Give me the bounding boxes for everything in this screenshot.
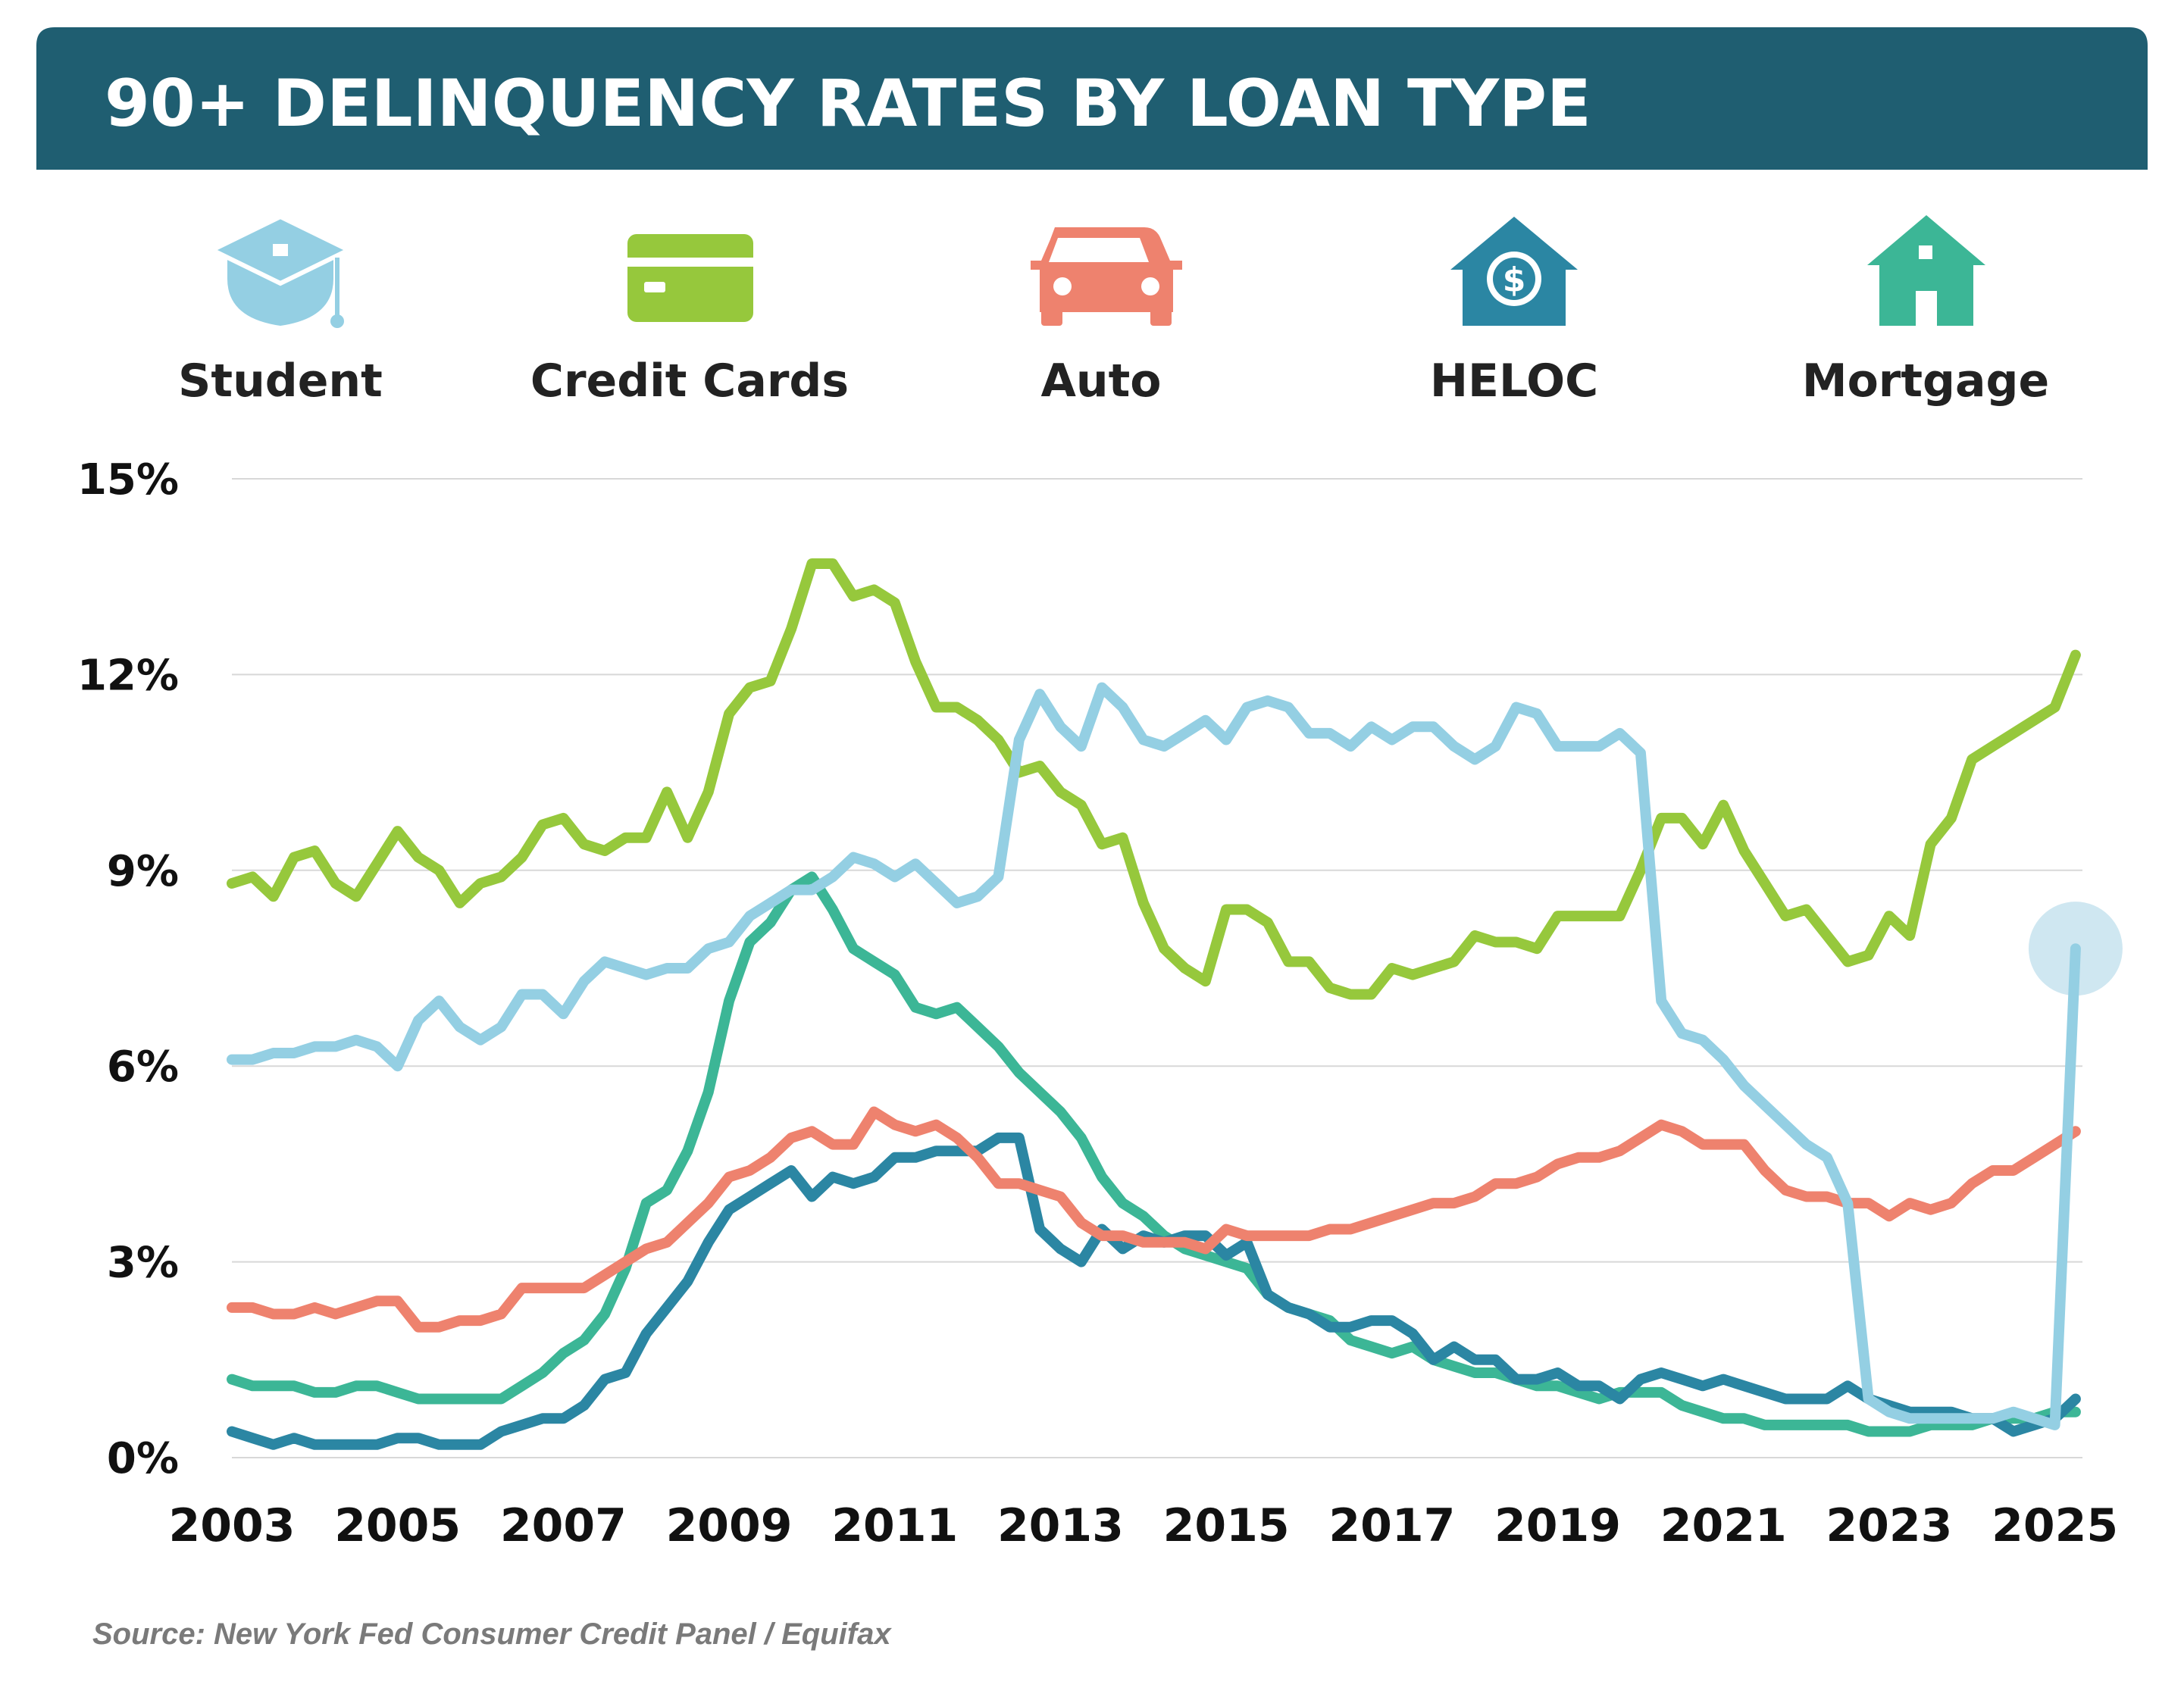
x-tick-label: 2003: [169, 1499, 296, 1552]
y-tick-label: 15%: [77, 455, 179, 505]
x-tick-label: 2005: [334, 1499, 461, 1552]
header-banner: 90+ DELINQUENCY RATES BY LOAN TYPE: [36, 27, 2148, 170]
legend-item-mortgage: Mortgage: [1802, 215, 2049, 408]
x-axis: 2003 2005 2007 2009 2011 2013 2015 2017 2019 2021…: [169, 1499, 2119, 1552]
y-tick-label: 0%: [107, 1434, 179, 1483]
series-line-credit-cards: [227, 558, 2081, 1000]
y-axis: 0% 3% 6% 9% 12% 15%: [77, 455, 179, 1483]
legend-label-mortgage: Mortgage: [1802, 355, 2049, 408]
credit-card-icon: [627, 234, 753, 322]
legend-item-student: Student: [178, 214, 383, 408]
x-tick-label: 2025: [1992, 1499, 2118, 1552]
series-lines: [227, 558, 2081, 1450]
x-tick-label: 2007: [500, 1499, 627, 1552]
legend-item-heloc: $ HELOC: [1430, 217, 1598, 408]
y-tick-label: 3%: [107, 1239, 179, 1288]
x-tick-label: 2009: [666, 1499, 793, 1552]
legend-label-credit-cards: Credit Cards: [530, 355, 849, 408]
y-tick-label: 6%: [107, 1042, 179, 1092]
y-tick-label: 9%: [107, 847, 179, 896]
legend-label-student: Student: [178, 355, 383, 408]
svg-text:$: $: [1503, 261, 1526, 299]
x-tick-label: 2021: [1660, 1499, 1787, 1552]
series-line-student: [227, 682, 2081, 1430]
legend-label-auto: Auto: [1040, 355, 1161, 408]
legend-item-auto: Auto: [1031, 227, 1182, 408]
y-tick-label: 12%: [77, 651, 179, 700]
graduation-cap-icon: [207, 214, 354, 328]
legend: Student Credit Cards Auto: [178, 214, 2049, 408]
x-tick-label: 2023: [1826, 1499, 1952, 1552]
x-tick-label: 2019: [1494, 1499, 1621, 1552]
series-line-mortgage: [227, 871, 2081, 1437]
source-note: Source: New York Fed Consumer Credit Pan…: [92, 1617, 892, 1651]
car-icon: [1031, 227, 1182, 326]
legend-label-heloc: HELOC: [1430, 355, 1598, 408]
x-tick-label: 2011: [831, 1499, 958, 1552]
x-tick-label: 2017: [1328, 1499, 1455, 1552]
gridlines: [232, 478, 2082, 1458]
house-icon: [1867, 215, 1985, 326]
chart-title: 90+ DELINQUENCY RATES BY LOAN TYPE: [105, 66, 1591, 142]
house-dollar-icon: $: [1450, 217, 1578, 326]
header-background: [36, 27, 2148, 170]
x-tick-label: 2015: [1163, 1499, 1290, 1552]
series-line-auto: [227, 1106, 2081, 1333]
x-tick-label: 2013: [997, 1499, 1124, 1552]
legend-item-credit-cards: Credit Cards: [530, 234, 849, 408]
